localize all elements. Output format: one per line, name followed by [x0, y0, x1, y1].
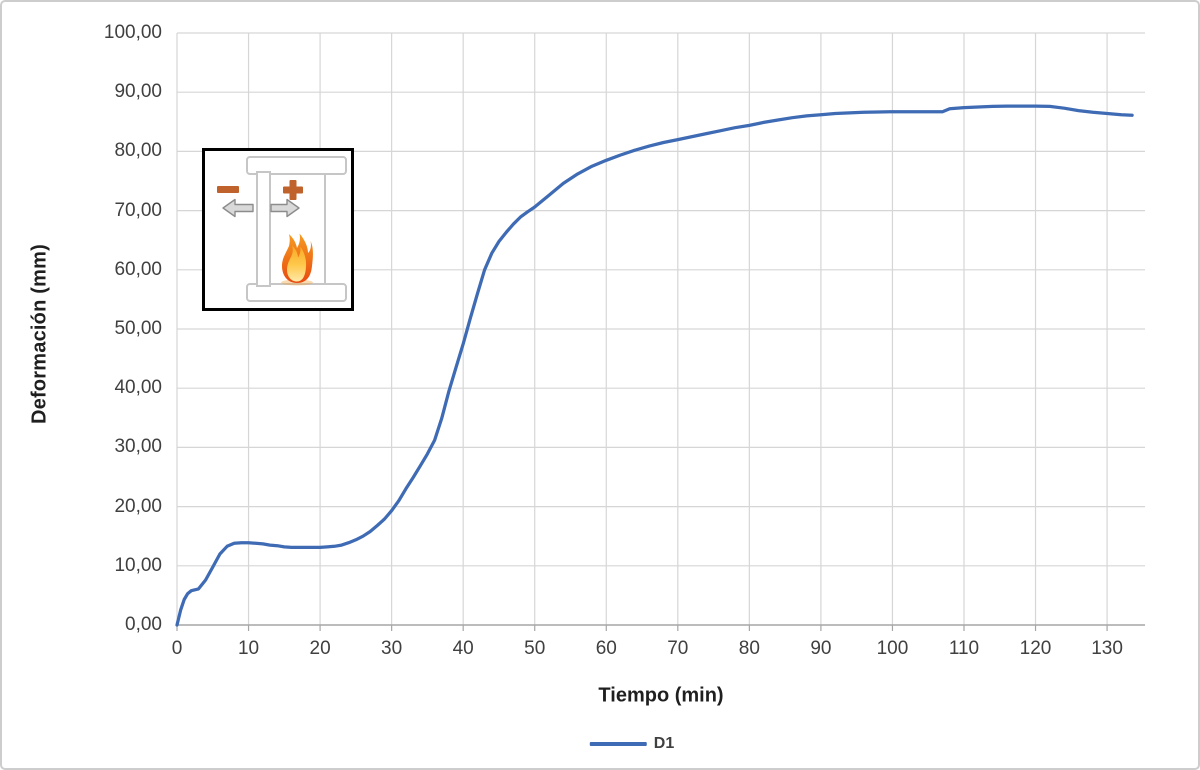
- x-tick-label: 40: [452, 638, 474, 659]
- plus-icon: [283, 180, 303, 200]
- x-tick-label: 20: [309, 638, 331, 659]
- y-tick-label: 30,00: [114, 436, 162, 458]
- y-tick-label: 0,00: [125, 614, 162, 635]
- y-tick-label: 10,00: [114, 554, 162, 576]
- legend-line-swatch: [589, 742, 647, 746]
- flame-icon: [281, 233, 313, 286]
- x-tick-label: 30: [381, 638, 403, 659]
- legend-series-label: D1: [653, 735, 675, 752]
- beam-top-flange: [246, 156, 347, 175]
- legend: D1: [589, 735, 675, 753]
- x-tick-label: 60: [595, 638, 617, 659]
- x-tick-label: 10: [237, 638, 260, 659]
- y-tick-label: 60,00: [114, 258, 162, 280]
- x-axis-title: Tiempo (min): [598, 684, 724, 707]
- y-axis-title: Deformación (mm): [28, 244, 51, 424]
- y-tick-label: 90,00: [114, 81, 162, 103]
- y-tick-label: 20,00: [114, 495, 162, 517]
- x-tick-label: 120: [1019, 638, 1052, 659]
- x-tick-label: 130: [1091, 638, 1123, 659]
- x-tick-label: 70: [667, 638, 689, 659]
- y-tick-label: 40,00: [114, 377, 162, 399]
- beam-section-diagram: [217, 156, 347, 302]
- x-tick-label: 90: [810, 638, 832, 659]
- y-tick-label: 100,00: [103, 22, 162, 43]
- minus-icon: [217, 186, 239, 193]
- y-tick-label: 50,00: [114, 318, 162, 339]
- right-arrow-icon: [270, 198, 300, 218]
- x-tick-label: 100: [876, 638, 909, 659]
- left-arrow-icon: [222, 198, 254, 218]
- x-tick-label: 50: [524, 638, 546, 659]
- beam-section-inset: [202, 148, 354, 311]
- vertical-gridlines: [176, 33, 1108, 625]
- x-tick-label: 110: [948, 638, 980, 659]
- beam-web: [256, 171, 271, 287]
- x-tick-label: 80: [738, 638, 760, 659]
- series-d1-line: [175, 104, 1134, 627]
- y-tick-label: 80,00: [114, 140, 162, 162]
- x-tick-label: 0: [171, 638, 183, 659]
- x-axis-tick-marks: [176, 625, 1108, 631]
- y-tick-label: 70,00: [114, 199, 162, 221]
- beam-bottom-flange: [246, 283, 347, 302]
